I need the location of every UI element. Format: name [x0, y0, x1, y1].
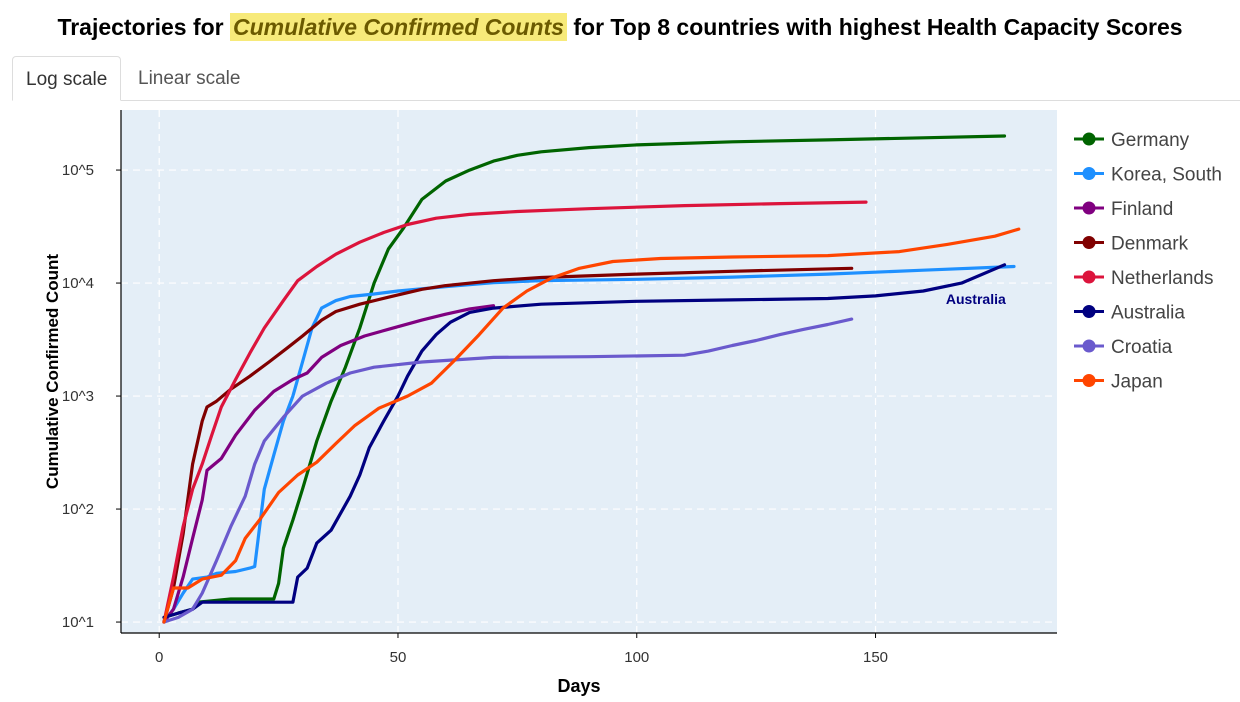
- series-line-denmark: [162, 266, 854, 624]
- legend-marker: [1082, 305, 1096, 318]
- series-group: [162, 134, 1021, 624]
- scale-tabs: Log scale Linear scale: [12, 56, 1240, 101]
- legend-item: Finland: [1074, 199, 1173, 220]
- title-highlight: Cumulative Confirmed Counts: [230, 13, 567, 41]
- legend-item: Croatia: [1074, 337, 1173, 358]
- y-tick-label: 10^3: [62, 388, 94, 405]
- legend-item: Germany: [1074, 130, 1190, 151]
- legend-item: Australia: [1074, 303, 1185, 324]
- series-line-croatia: [162, 317, 854, 624]
- legend-item: Korea, South: [1074, 165, 1222, 186]
- legend-label: Australia: [1111, 303, 1185, 324]
- series-line-germany: [162, 134, 1007, 619]
- legend-label: Finland: [1111, 199, 1173, 220]
- legend-label: Germany: [1111, 130, 1190, 151]
- y-tick-label: 10^2: [62, 501, 94, 518]
- y-axis-title: Cumulative Confirmed Count: [43, 254, 62, 490]
- legend-label: Croatia: [1111, 337, 1173, 358]
- legend-marker: [1082, 132, 1096, 146]
- x-tick-label: 50: [390, 649, 407, 666]
- legend-label: Netherlands: [1111, 268, 1213, 289]
- series-line-australia: [162, 263, 1007, 619]
- legend-item: Denmark: [1074, 234, 1189, 255]
- legend-marker: [1082, 374, 1096, 387]
- series-line-japan: [162, 227, 1021, 624]
- chart-title: Trajectories for Cumulative Confirmed Co…: [0, 13, 1240, 41]
- legend-label: Denmark: [1111, 234, 1189, 255]
- y-tick-label: 10^1: [62, 614, 94, 631]
- tab-log-scale[interactable]: Log scale: [12, 56, 122, 101]
- legend: Germany Korea, South Finland Denmark Netherl…: [1074, 130, 1222, 393]
- legend-marker: [1082, 339, 1096, 353]
- annotation-label: Australia: [946, 291, 1006, 307]
- y-tick-label: 10^5: [62, 162, 94, 179]
- title-prefix: Trajectories for: [57, 14, 231, 40]
- legend-marker: [1082, 201, 1096, 215]
- series-line-netherlands: [162, 200, 868, 624]
- legend-label: Korea, South: [1111, 165, 1222, 186]
- chart-area: 0 50 100 150 10^1 10^2 10^3 10^4 10^5 Days Cumulat…: [43, 110, 1222, 696]
- x-tick-label: 0: [155, 649, 163, 666]
- x-axis-title: Days: [557, 676, 600, 696]
- legend-marker: [1082, 236, 1096, 249]
- tab-linear-scale[interactable]: Linear scale: [138, 68, 241, 89]
- x-tick-label: 100: [624, 649, 649, 666]
- legend-label: Japan: [1111, 372, 1163, 393]
- title-suffix: for Top 8 countries with highest Health …: [566, 14, 1183, 40]
- plot-background: [121, 110, 1057, 633]
- legend-marker: [1082, 270, 1096, 284]
- legend-item: Japan: [1074, 372, 1163, 393]
- legend-marker: [1082, 167, 1096, 180]
- series-line-finland: [162, 304, 496, 624]
- x-tick-label: 150: [863, 649, 888, 666]
- legend-item: Netherlands: [1074, 268, 1213, 289]
- y-tick-label: 10^4: [62, 275, 94, 292]
